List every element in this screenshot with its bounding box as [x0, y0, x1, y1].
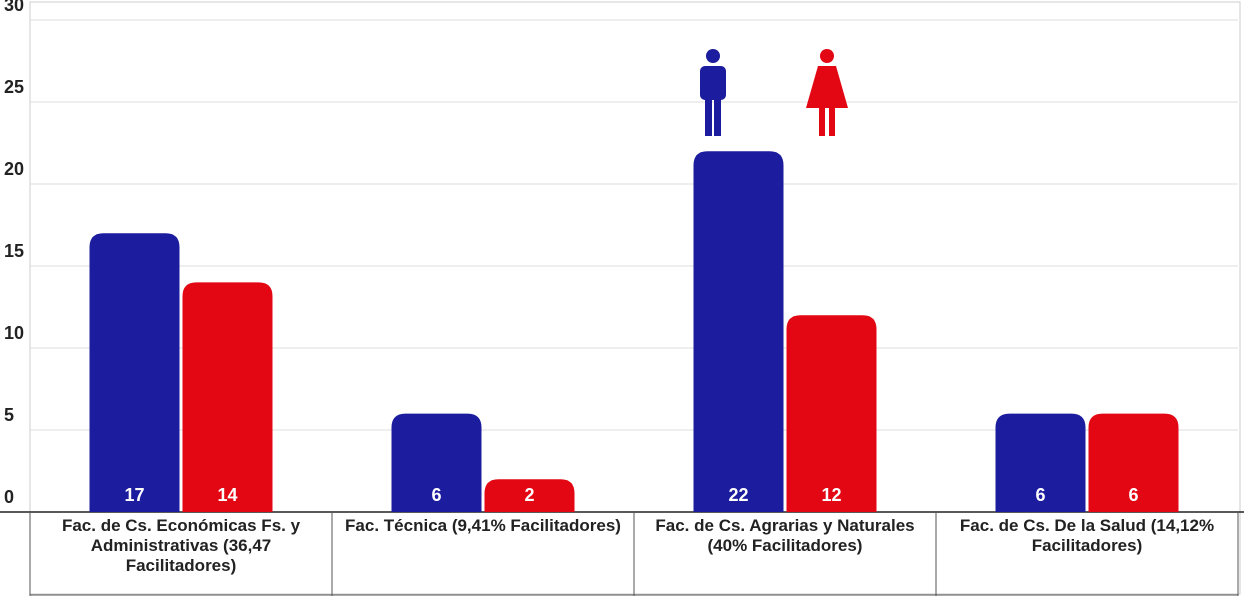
- y-tick-label: 5: [4, 405, 14, 425]
- y-tick-label: 0: [4, 487, 14, 507]
- x-tick-label: Fac. de Cs. De la Salud (14,12% Facilita…: [959, 516, 1215, 555]
- value-label: 6: [1035, 485, 1045, 505]
- bar: [693, 151, 784, 512]
- value-label: 12: [821, 485, 841, 505]
- value-label: 6: [431, 485, 441, 505]
- y-tick-label: 30: [4, 0, 24, 15]
- bar: [484, 479, 575, 512]
- bar: [995, 413, 1086, 512]
- x-tick-label: Fac. de Cs. Agrarias y Naturales (40% Fa…: [655, 516, 915, 555]
- value-label: 22: [728, 485, 748, 505]
- x-tick-label: Fac. de Cs. Económicas Fs. y Administrat…: [61, 516, 301, 575]
- value-label: 17: [124, 485, 144, 505]
- bar: [786, 315, 877, 512]
- bar: [182, 282, 273, 512]
- male-icon: [700, 49, 726, 136]
- y-tick-label: 15: [4, 241, 24, 261]
- female-icon: [806, 49, 848, 136]
- value-label: 2: [524, 485, 534, 505]
- bar: [1088, 413, 1179, 512]
- value-label: 6: [1128, 485, 1138, 505]
- frame: [29, 1, 1241, 595]
- y-tick-label: 25: [4, 77, 24, 97]
- y-tick-label: 20: [4, 159, 24, 179]
- value-label: 14: [217, 485, 237, 505]
- y-tick-label: 10: [4, 323, 24, 343]
- x-tick-label: Fac. Técnica (9,41% Facilitadores): [345, 516, 621, 535]
- bar: [89, 233, 180, 512]
- bar: [391, 413, 482, 512]
